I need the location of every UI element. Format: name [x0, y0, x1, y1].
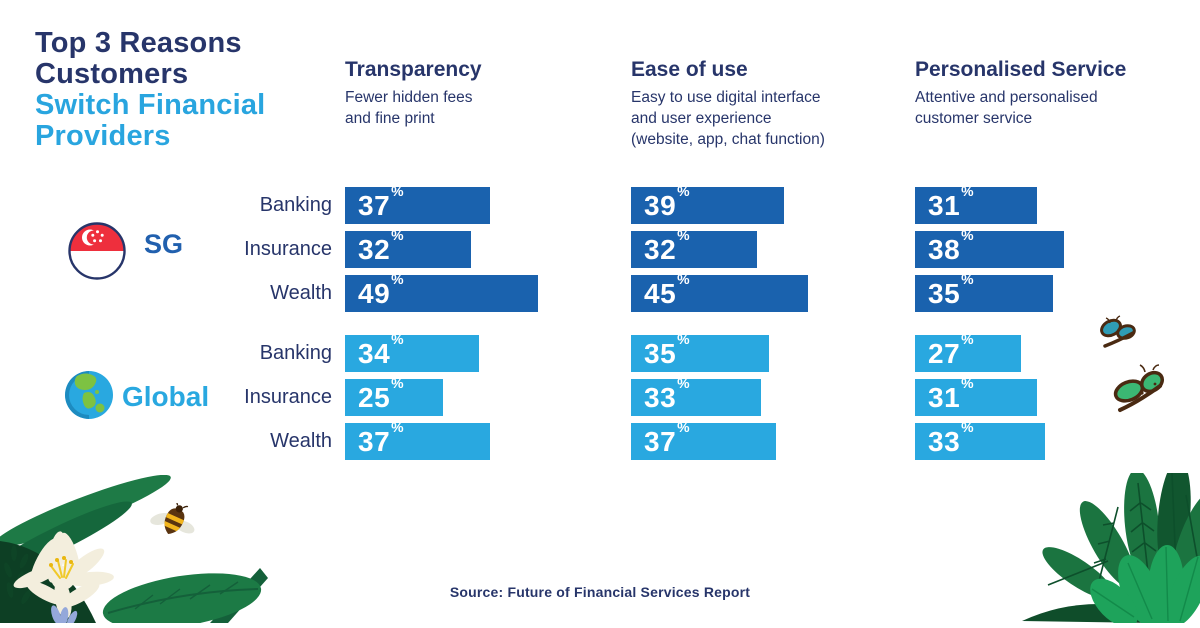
title-line-4: Providers: [35, 120, 171, 152]
source-note: Source: Future of Financial Services Rep…: [449, 584, 751, 600]
bar-global-banking-transparency: 34%: [345, 331, 479, 372]
group-label-global: Global: [122, 381, 210, 412]
bar-sg-insurance-ease-of-use: 32%: [631, 227, 757, 268]
bar-value-label: 45%: [644, 271, 690, 309]
bar-sg-banking-ease-of-use: 39%: [631, 183, 784, 224]
bar-value-label: 35%: [928, 271, 974, 309]
lily-flower-icon: [13, 531, 114, 619]
row-label-insurance: Insurance: [244, 238, 332, 260]
bar-value-label: 27%: [928, 331, 974, 369]
singapore-flag-icon: [67, 221, 127, 286]
bar-value-label: 37%: [358, 183, 404, 221]
bar-value-label: 39%: [644, 183, 690, 221]
row-label-insurance: Insurance: [244, 386, 332, 408]
bar-global-insurance-ease-of-use: 33%: [631, 375, 761, 416]
group-label-sg: SG: [144, 229, 184, 259]
bar-global-insurance-personalised-service: 31%: [915, 375, 1037, 416]
butterfly-teal-icon: [1098, 315, 1138, 360]
bar-global-banking-personalised-service: 27%: [915, 331, 1021, 372]
bar-value-label: 32%: [644, 227, 690, 265]
column-header-personalised-service: Personalised Service Attentive and perso…: [915, 58, 1180, 129]
bar-global-banking-ease-of-use: 35%: [631, 331, 769, 372]
bar-value-label: 35%: [644, 331, 690, 369]
column-subtitle: Attentive and personalised customer serv…: [915, 89, 1098, 127]
column-subtitle: Easy to use digital interface and user e…: [631, 89, 825, 148]
bar-value-label: 31%: [928, 375, 974, 413]
bar-global-wealth-personalised-service: 33%: [915, 419, 1045, 460]
bee-icon: [148, 500, 200, 552]
row-label-wealth: Wealth: [270, 430, 332, 452]
bar-value-label: 33%: [928, 419, 974, 457]
bar-value-label: 49%: [358, 271, 404, 309]
bar-value-label: 25%: [358, 375, 404, 413]
bar-sg-wealth-ease-of-use: 45%: [631, 271, 808, 312]
column-heading: Ease of use: [631, 58, 748, 81]
bar-value-label: 34%: [358, 331, 404, 369]
leaves-right: [1022, 459, 1200, 628]
bar-global-wealth-ease-of-use: 37%: [631, 419, 776, 460]
bar-sg-wealth-personalised-service: 35%: [915, 271, 1053, 312]
bar-value-label: 31%: [928, 183, 974, 221]
bar-value-label: 37%: [644, 419, 690, 457]
column-header-ease-of-use: Ease of use Easy to use digital interfac…: [631, 58, 896, 150]
title-line-3: Switch Financial: [35, 89, 266, 121]
column-heading: Transparency: [345, 58, 482, 81]
globe-icon: [64, 370, 114, 425]
bar-value-label: 37%: [358, 419, 404, 457]
bar-sg-banking-transparency: 37%: [345, 183, 490, 224]
title-line-2: Customers: [35, 58, 189, 90]
row-label-wealth: Wealth: [270, 282, 332, 304]
bar-value-label: 38%: [928, 227, 974, 265]
row-label-banking: Banking: [259, 194, 332, 216]
bar-global-insurance-transparency: 25%: [345, 375, 443, 416]
column-subtitle: Fewer hidden fees and fine print: [345, 89, 473, 127]
bar-sg-insurance-personalised-service: 38%: [915, 227, 1064, 268]
leaves-left: [0, 474, 350, 628]
butterfly-green-icon: [1112, 362, 1168, 423]
page-title: Top 3 Reasons Customers Switch Financial…: [35, 28, 265, 152]
column-header-transparency: Transparency Fewer hidden fees and fine …: [345, 58, 610, 129]
bar-global-wealth-transparency: 37%: [345, 419, 490, 460]
bar-value-label: 33%: [644, 375, 690, 413]
bar-sg-banking-personalised-service: 31%: [915, 183, 1037, 224]
bar-sg-insurance-transparency: 32%: [345, 227, 471, 268]
title-line-1: Top 3 Reasons: [35, 27, 242, 59]
bar-value-label: 32%: [358, 227, 404, 265]
column-heading: Personalised Service: [915, 58, 1127, 81]
bar-sg-wealth-transparency: 49%: [345, 271, 538, 312]
row-label-banking: Banking: [259, 342, 332, 364]
